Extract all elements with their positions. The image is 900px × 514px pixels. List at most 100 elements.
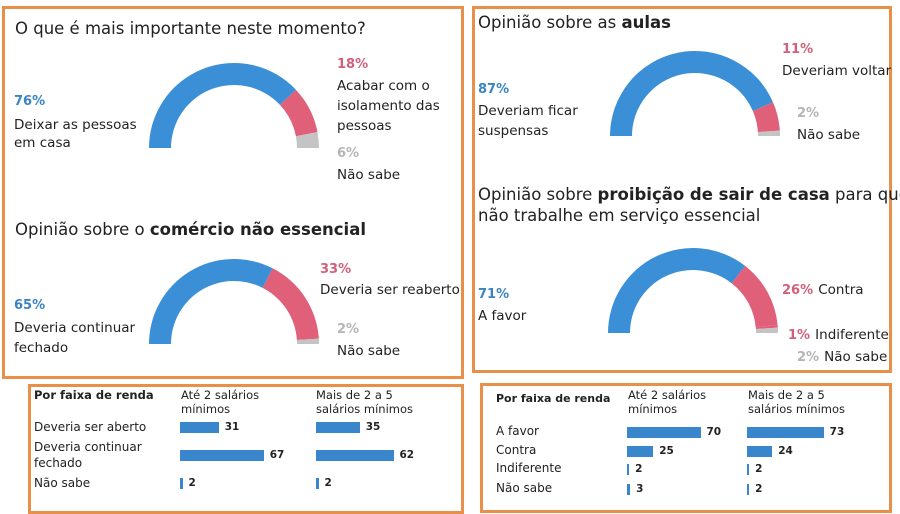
gauge-slice-3 (755, 325, 778, 330)
chart-1-label-home-1: Deixar as pessoas (14, 117, 137, 133)
row-label: fechado (34, 456, 83, 470)
chart-2-label-closed-1: Deveria continuar (14, 320, 136, 336)
chart-1-pct-unknown: 6% (337, 146, 360, 161)
table-right-col2-line2: salários mínimos (748, 402, 845, 416)
chart-3-label-return: Deveriam voltar (782, 63, 892, 79)
income-bar (627, 427, 701, 438)
income-bar-value: 2 (324, 477, 332, 489)
income-bar-value: 2 (755, 483, 763, 495)
chart-4-label-naosabe: Não sabe (824, 349, 888, 365)
table-right-col1-line1: Até 2 salários (628, 388, 707, 402)
income-bar (747, 427, 824, 438)
gauge-slice-2 (752, 102, 780, 133)
chart-3-label-suspended-1: Deveriam ficar (478, 103, 578, 119)
income-bar-value: 24 (778, 445, 793, 457)
chart-2-label-unknown: Não sabe (337, 343, 401, 359)
income-bar (316, 478, 319, 489)
chart-2-title-bold: comércio não essencial (149, 220, 366, 239)
income-bar-value: 35 (365, 421, 381, 433)
chart-1-label-home-2: em casa (14, 135, 71, 151)
chart-4-title-line2: não trabalhe em serviço essencial (478, 206, 761, 225)
income-bar-value: 2 (188, 477, 196, 489)
chart-4-row-contra: 26% Contra (782, 279, 864, 300)
table-left-header: Por faixa de renda (34, 388, 154, 402)
chart-1-title: O que é mais importante neste momento? (15, 19, 366, 38)
gauge-slice-3 (295, 132, 319, 148)
income-bar-value: 25 (659, 445, 674, 457)
table-left-col2-line2: salários mínimos (316, 402, 413, 416)
income-bar-value: 2 (635, 463, 643, 475)
income-bar (180, 478, 183, 489)
chart-4-title: Opinião sobre proibição de sair de casa … (478, 184, 900, 205)
chart-1-gauge (149, 63, 319, 148)
row-label: Não sabe (496, 481, 553, 495)
gauge-slice-4 (755, 327, 778, 333)
chart-4-label-favor: A favor (478, 308, 527, 324)
gauge-slice-2 (279, 89, 318, 137)
chart-1-label-end-2: isolamento das (337, 98, 440, 114)
income-bar-value: 67 (269, 449, 285, 461)
table-right-col1-line2: mínimos (628, 402, 678, 416)
gauge-slice-1 (608, 248, 746, 333)
income-bar-value: 62 (399, 449, 415, 461)
chart-4-title-plain: Opinião sobre (478, 185, 598, 204)
chart-4-pct-contra: 26% (782, 283, 814, 298)
income-bar-value: 31 (224, 421, 240, 433)
chart-4-row-indiferente: 1% Indiferente (788, 324, 889, 345)
table-left-col1-line1: Até 2 salários (181, 388, 260, 402)
income-bar (316, 450, 394, 461)
chart-4-pct-favor: 71% (478, 287, 510, 302)
income-bar-value: 70 (706, 426, 722, 438)
table-right-header: Por faixa de renda (496, 392, 611, 405)
chart-3-pct-return: 11% (782, 42, 814, 57)
chart-4-gauge (608, 248, 778, 333)
income-bar (316, 422, 360, 433)
income-bar (627, 464, 630, 475)
income-bar (180, 450, 264, 461)
chart-2-label-reopen: Deveria ser reaberto (320, 282, 460, 298)
chart-3-label-unknown: Não sabe (797, 127, 861, 143)
chart-3-title-bold: aulas (621, 13, 671, 32)
income-bar (747, 484, 750, 495)
chart-1-pct-home: 76% (14, 94, 46, 109)
income-bar (627, 484, 631, 495)
chart-1-label-end-3: pessoas (337, 118, 392, 134)
chart-3-pct-unknown: 2% (797, 106, 820, 121)
income-bar (180, 422, 219, 433)
chart-4-label-indiferente: Indiferente (815, 327, 889, 343)
row-label: Deveria continuar (34, 440, 142, 454)
table-right-col2-line1: Mais de 2 a 5 (748, 388, 825, 402)
chart-1-label-end-1: Acabar com o (337, 78, 430, 94)
chart-4-pct-naosabe: 2% (797, 350, 820, 365)
income-bar (627, 446, 654, 457)
chart-2-pct-reopen: 33% (320, 262, 352, 277)
gauge-slice-2 (262, 268, 319, 341)
table-left-col2-line1: Mais de 2 a 5 (316, 388, 393, 402)
chart-2-title-plain: Opinião sobre o (15, 220, 150, 239)
chart-3-label-suspended-2: suspensas (478, 123, 549, 139)
panel-top-left (2, 6, 464, 379)
income-bar (747, 446, 773, 457)
gauge-slice-3 (296, 338, 319, 344)
chart-4-row-naosabe: 2% Não sabe (797, 346, 887, 367)
gauge-slice-1 (610, 51, 774, 137)
chart-3-pct-suspended: 87% (478, 82, 510, 97)
chart-4-pct-indiferente: 1% (788, 328, 811, 343)
gauge-slice-1 (149, 258, 273, 344)
gauge-slice-3 (757, 130, 780, 136)
chart-4-label-contra: Contra (818, 282, 864, 298)
panel-top-right (472, 6, 892, 373)
chart-1-pct-end: 18% (337, 57, 369, 72)
chart-2-label-closed-2: fechado (14, 340, 69, 356)
gauge-slice-2 (731, 265, 778, 328)
table-left-col1-line2: mínimos (181, 402, 231, 416)
chart-1-label-unknown: Não sabe (337, 167, 401, 183)
gauge-slice-1 (149, 63, 296, 148)
chart-4-title-rest: para quem (835, 185, 900, 204)
chart-3-title: Opinião sobre as aulas (478, 12, 671, 33)
chart-4-title-bold: proibição de sair de casa (597, 185, 830, 204)
income-bar-value: 2 (755, 463, 763, 475)
chart-2-gauge (149, 258, 319, 344)
income-bar-value: 73 (829, 426, 845, 438)
income-bar-value: 3 (636, 483, 644, 495)
